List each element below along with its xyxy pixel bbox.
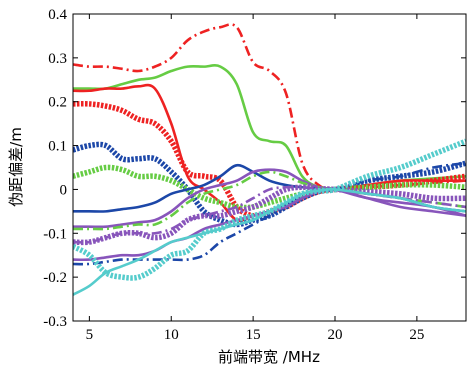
y-tick-label: 0: [60, 182, 68, 198]
x-tick-label: 15: [246, 327, 261, 343]
series-layer: [73, 23, 466, 296]
series-line-10: [73, 184, 466, 246]
x-tick-label: 10: [164, 327, 179, 343]
x-tick-label: 20: [328, 327, 343, 343]
x-axis-label: 前端带宽 /MHz: [218, 348, 320, 366]
y-tick-label: 0.2: [48, 95, 67, 111]
x-tick-label: 25: [409, 327, 424, 343]
series-line-14: [73, 188, 466, 296]
y-tick-label: -0.2: [43, 270, 67, 286]
plot-frame: [72, 13, 467, 322]
y-tick-label: -0.3: [43, 314, 67, 330]
y-axis-label: 伪距偏差/m: [7, 127, 25, 207]
y-tick-label: -0.1: [43, 226, 67, 242]
x-tick-label: 5: [86, 327, 94, 343]
series-line-13: [73, 138, 466, 281]
ticks-layer: 5 10 15 20 25 -0.3 -0.2 -0.1 0 0.1 0.2 0.3 0.4: [43, 7, 466, 343]
y-tick-label: 0.1: [48, 139, 67, 155]
y-tick-label: 0.4: [48, 7, 67, 23]
y-tick-label: 0.3: [48, 51, 67, 67]
